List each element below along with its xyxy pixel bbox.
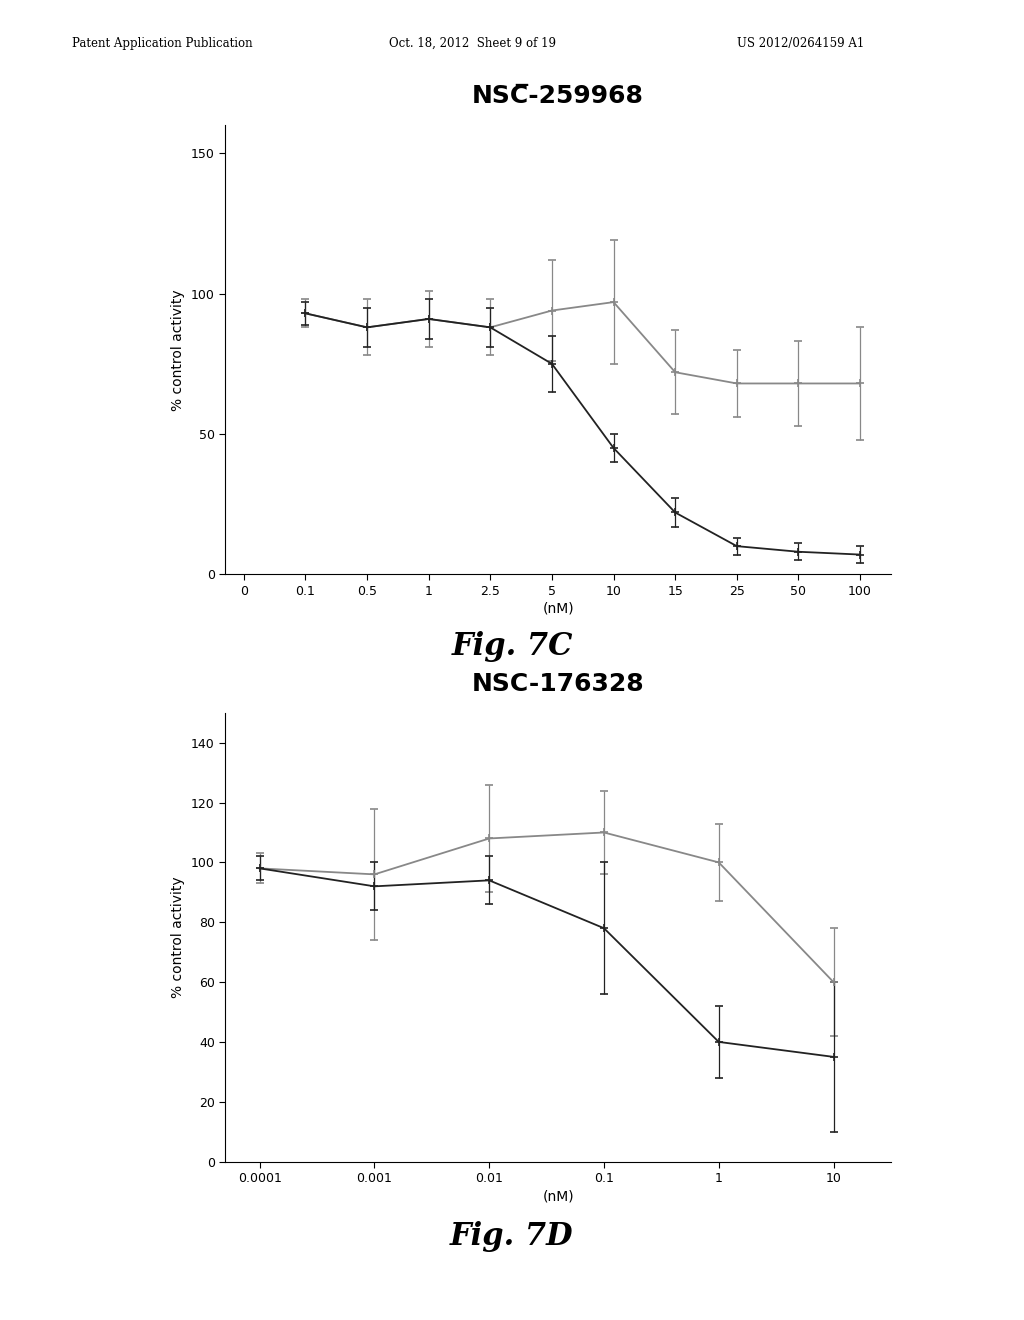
Text: Oct. 18, 2012  Sheet 9 of 19: Oct. 18, 2012 Sheet 9 of 19 [389,37,556,50]
Text: NSC-176328: NSC-176328 [472,672,644,696]
X-axis label: (nM): (nM) [543,1189,573,1204]
Y-axis label: % control activity: % control activity [171,876,185,998]
X-axis label: (nM): (nM) [543,602,573,616]
Text: Patent Application Publication: Patent Application Publication [72,37,252,50]
Y-axis label: % control activity: % control activity [171,289,185,411]
Text: Fig. 7C: Fig. 7C [452,631,572,661]
Text: NSC̅-259968: NSC̅-259968 [472,84,644,108]
Text: US 2012/0264159 A1: US 2012/0264159 A1 [737,37,864,50]
Text: Fig. 7D: Fig. 7D [451,1221,573,1251]
